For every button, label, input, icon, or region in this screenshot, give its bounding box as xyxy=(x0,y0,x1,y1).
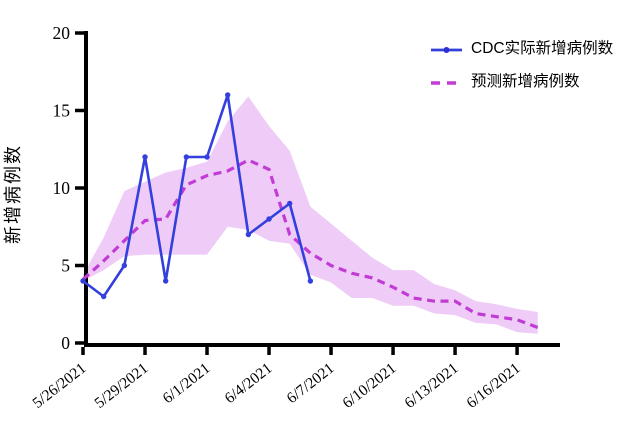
x-tick-label: 6/7/2021 xyxy=(284,360,338,407)
legend-label-predicted: 预测新增病例数 xyxy=(471,73,580,90)
y-axis-title: 新增病例数 xyxy=(3,144,23,244)
y-tick-label: 0 xyxy=(61,333,70,353)
actual-point-marker xyxy=(121,262,128,269)
x-tick-label: 6/10/2021 xyxy=(340,360,400,412)
y-tick-label: 5 xyxy=(61,256,70,276)
legend-item-predicted: 预测新增病例数 xyxy=(431,69,613,91)
predicted-line xyxy=(81,158,539,329)
actual-point-marker xyxy=(142,154,148,160)
actual-point-marker xyxy=(224,92,231,98)
actual-line xyxy=(82,93,312,298)
actual-point-marker xyxy=(204,154,210,160)
actual-point-marker xyxy=(266,216,272,222)
legend-item-actual: CDC实际新增病例数 xyxy=(431,36,613,58)
y-tick-label: 15 xyxy=(53,101,71,121)
y-tick-label: 10 xyxy=(53,178,71,198)
y-tick-label: 20 xyxy=(53,23,71,43)
actual-point-marker xyxy=(287,200,293,207)
legend-label-actual: CDC实际新增病例数 xyxy=(471,40,614,57)
confidence-band xyxy=(83,96,538,334)
actual-line-marker-icon xyxy=(431,42,462,53)
actual-point-marker xyxy=(162,278,169,284)
x-tick-label: 5/29/2021 xyxy=(91,360,151,412)
actual-point-marker xyxy=(80,278,86,284)
x-tick-label: 6/1/2021 xyxy=(160,360,214,407)
legend: CDC实际新增病例数 预测新增病例数 xyxy=(431,36,613,91)
predicted-dash-marker-icon xyxy=(431,75,462,85)
actual-point-marker xyxy=(100,293,107,300)
x-tick-label: 5/26/2021 xyxy=(29,360,89,412)
x-tick-label: 6/16/2021 xyxy=(464,360,524,412)
actual-point-marker xyxy=(307,278,314,284)
x-tick-label: 6/13/2021 xyxy=(402,360,462,412)
actual-point-marker xyxy=(183,154,190,160)
actual-point-marker xyxy=(245,231,252,238)
x-tick-label: 6/4/2021 xyxy=(222,360,276,407)
